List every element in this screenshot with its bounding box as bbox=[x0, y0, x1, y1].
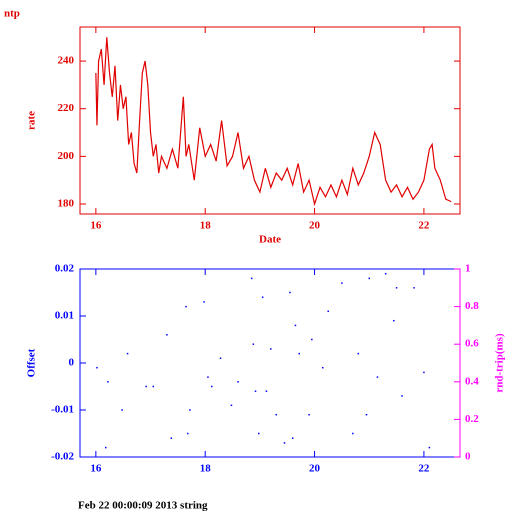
y2-tick-label: 0.2 bbox=[465, 413, 479, 425]
y2-tick-label: 0.4 bbox=[465, 375, 479, 387]
scatter-point bbox=[352, 432, 354, 435]
scatter-point bbox=[265, 390, 268, 392]
y2-axis-label: rnd-trip(ms) bbox=[494, 333, 506, 393]
scatter-point bbox=[152, 385, 155, 388]
x-tick-label: 22 bbox=[418, 220, 430, 232]
scatter-point bbox=[322, 366, 324, 369]
scatter-point bbox=[428, 446, 431, 449]
x-tick-label: 20 bbox=[309, 220, 321, 232]
scatter-point bbox=[401, 395, 403, 397]
scatter-point bbox=[166, 334, 168, 336]
y2-tick-label: 1 bbox=[465, 263, 471, 275]
scatter-point bbox=[145, 385, 147, 388]
scatter-point bbox=[341, 282, 343, 284]
scatter-point bbox=[270, 348, 272, 350]
scatter-point bbox=[357, 352, 360, 355]
y2-tick-label: 0.8 bbox=[465, 300, 479, 312]
line-series bbox=[95, 37, 452, 207]
scatter-point bbox=[186, 432, 189, 435]
scatter-point bbox=[252, 343, 255, 345]
scatter-point bbox=[368, 277, 370, 280]
scatter-point bbox=[327, 310, 329, 313]
scatter-point bbox=[275, 413, 278, 416]
scatter-point bbox=[261, 296, 264, 298]
y-tick-label: 220 bbox=[58, 102, 75, 114]
scatter-point bbox=[254, 390, 257, 392]
scatter-point bbox=[237, 381, 239, 383]
scatter-point bbox=[291, 437, 294, 439]
y-tick-label: 0 bbox=[69, 357, 75, 369]
chart-title: ntp bbox=[4, 8, 20, 20]
scatter-point bbox=[185, 305, 187, 308]
x-tick-label: 16 bbox=[90, 220, 102, 232]
scatter-point bbox=[211, 385, 213, 388]
y2-tick-label: 0 bbox=[465, 451, 471, 463]
x-tick-label: 16 bbox=[90, 463, 102, 475]
y-tick-label: 180 bbox=[58, 198, 75, 210]
scatter-point bbox=[126, 352, 129, 355]
scatter-point bbox=[365, 413, 368, 416]
scatter-point bbox=[203, 301, 205, 303]
x-axis-label: Date bbox=[259, 234, 281, 246]
y-tick-label: 200 bbox=[58, 150, 75, 162]
scatter-point bbox=[207, 376, 209, 378]
scatter-point bbox=[413, 287, 415, 289]
plot-frame bbox=[79, 268, 461, 458]
scatter-point bbox=[393, 319, 395, 322]
x-tick-label: 20 bbox=[309, 463, 321, 475]
y-tick-label: -0.02 bbox=[51, 451, 74, 463]
scatter-point bbox=[294, 324, 297, 327]
y-tick-label: 240 bbox=[58, 55, 75, 67]
y-tick-label: 0.01 bbox=[55, 310, 74, 322]
scatter-point bbox=[170, 437, 173, 439]
scatter-point bbox=[308, 413, 310, 416]
scatter-point bbox=[104, 446, 107, 449]
scatter-point bbox=[107, 381, 109, 383]
scatter-point bbox=[250, 277, 253, 280]
scatter-point bbox=[376, 376, 379, 378]
scatter-point bbox=[311, 338, 313, 341]
y-tick-label: 0.02 bbox=[55, 263, 75, 275]
scatter-point bbox=[230, 404, 233, 407]
scatter-point bbox=[283, 442, 286, 444]
y-tick-label: -0.01 bbox=[51, 404, 74, 416]
scatter-point bbox=[289, 291, 291, 294]
scatter-point bbox=[384, 272, 387, 275]
scatter-point bbox=[395, 287, 398, 289]
y2-tick-label: 0.6 bbox=[465, 338, 479, 350]
scatter-point bbox=[219, 357, 222, 360]
x-tick-label: 22 bbox=[418, 463, 430, 475]
scatter-point bbox=[258, 432, 260, 435]
y-axis-label: rate bbox=[26, 111, 38, 130]
scatter-point bbox=[121, 409, 123, 411]
y-axis-label: Offset bbox=[26, 348, 38, 377]
x-tick-label: 18 bbox=[200, 220, 212, 232]
x-tick-label: 18 bbox=[200, 463, 212, 475]
scatter-point bbox=[298, 352, 301, 355]
footer: Feb 22 00:00:09 2013 string bbox=[78, 500, 208, 512]
scatter-point bbox=[189, 409, 191, 411]
plot-frame bbox=[79, 26, 461, 215]
scatter-point bbox=[96, 366, 98, 369]
scatter-point bbox=[423, 371, 425, 374]
